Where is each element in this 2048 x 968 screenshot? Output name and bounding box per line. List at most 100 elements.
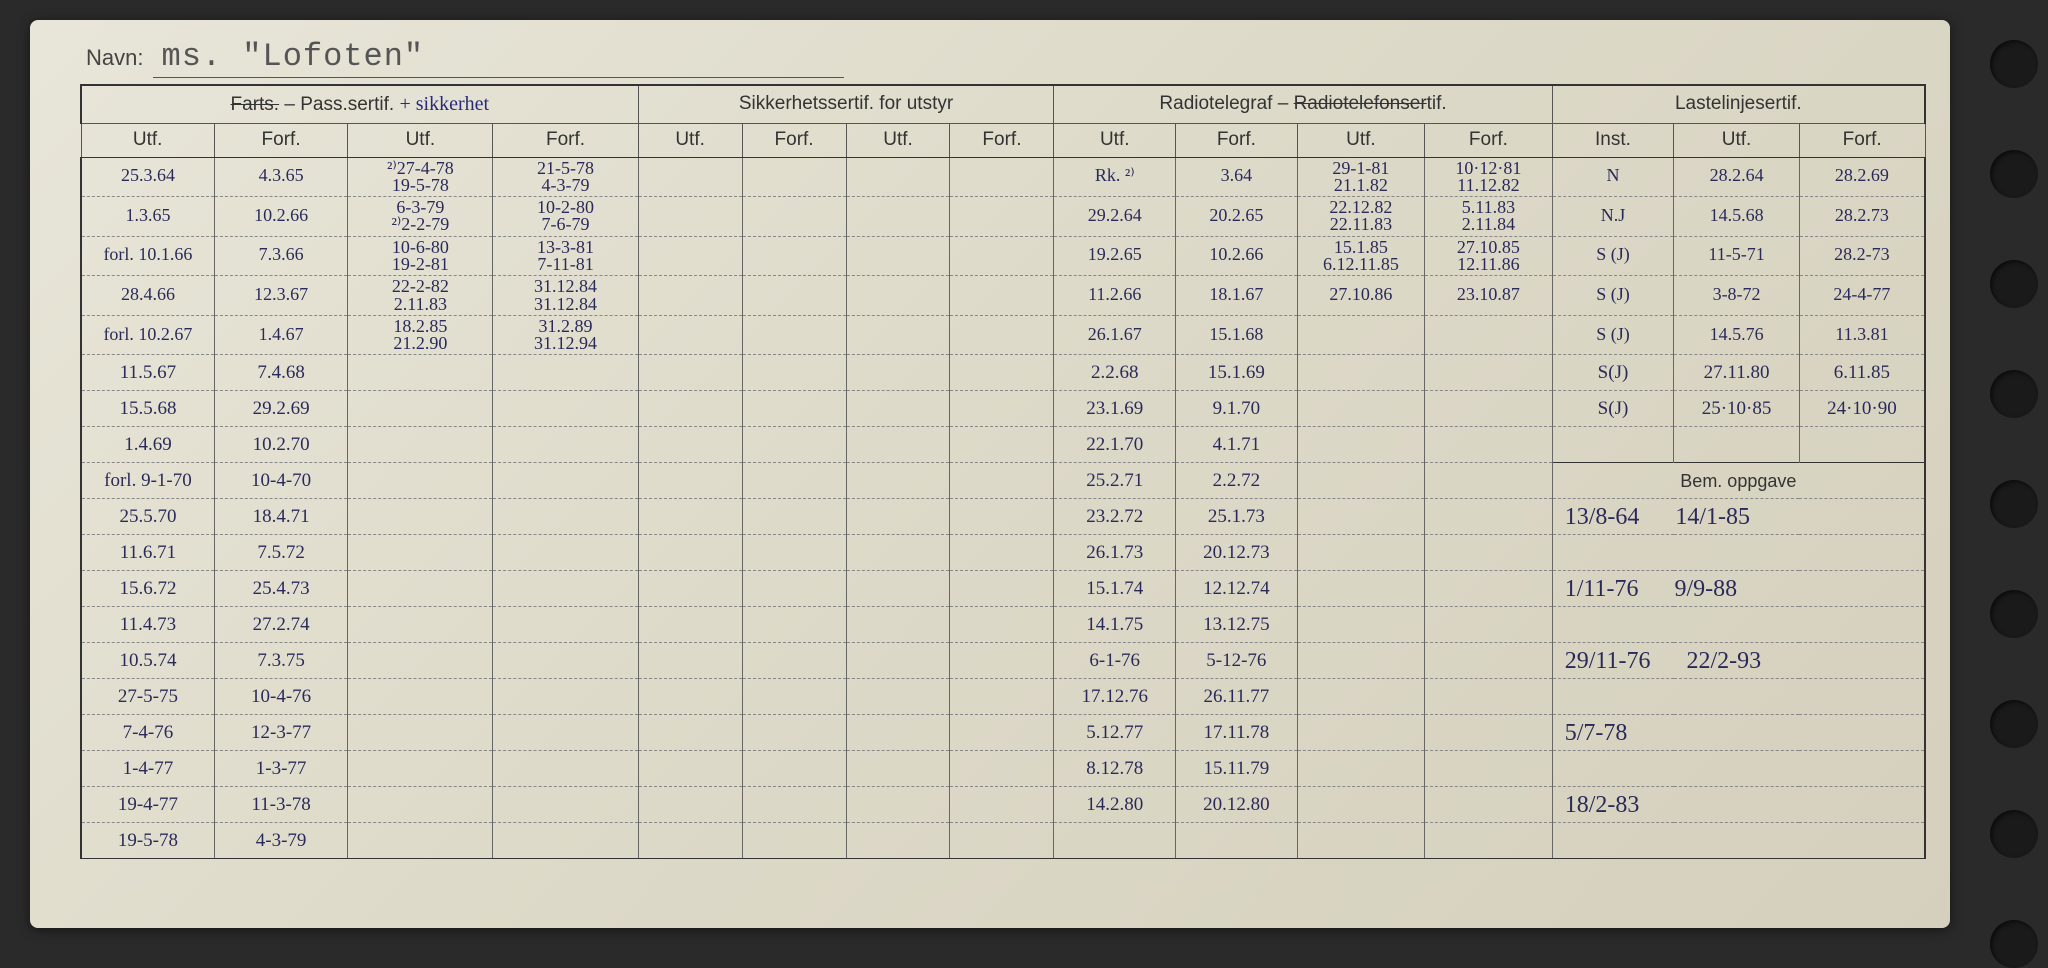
cell (846, 391, 950, 427)
cell (950, 715, 1054, 751)
cell: 4.3.65 (214, 157, 347, 197)
sub-inst: Inst. (1552, 123, 1674, 157)
bem-cell: 13/8-64 14/1-85 (1552, 499, 1925, 535)
cell (846, 197, 950, 237)
cell: 20.2.65 (1176, 197, 1298, 237)
cell (846, 463, 950, 499)
cell (638, 197, 742, 237)
cell (638, 463, 742, 499)
cell (1799, 427, 1925, 463)
cell (950, 463, 1054, 499)
cell: 5.12.77 (1054, 715, 1176, 751)
cell (1297, 391, 1425, 427)
name-row: Navn: ms. "Lofoten" (86, 38, 1926, 78)
cell: 18.4.71 (214, 499, 347, 535)
cell: 25·10·85 (1674, 391, 1800, 427)
name-value: ms. "Lofoten" (153, 38, 844, 78)
cell: 24·10·90 (1799, 391, 1925, 427)
cell: 23.10.87 (1425, 276, 1553, 316)
cell: 9.1.70 (1176, 391, 1298, 427)
cell: 28.2.69 (1799, 157, 1925, 197)
cell: 25.4.73 (214, 571, 347, 607)
cell (950, 197, 1054, 237)
cell: 1-4-77 (81, 751, 214, 787)
cell (950, 276, 1054, 316)
cell: S (J) (1552, 236, 1674, 276)
cell (742, 157, 846, 197)
cell (846, 751, 950, 787)
cell (493, 787, 638, 823)
cell (638, 787, 742, 823)
cell (1297, 463, 1425, 499)
cell: 10-6-8019-2-81 (348, 236, 493, 276)
table-row: 11.6.717.5.7226.1.7320.12.73 (81, 535, 1925, 571)
cell: S(J) (1552, 355, 1674, 391)
cell (846, 499, 950, 535)
cell (742, 355, 846, 391)
cell: 27.11.80 (1674, 355, 1800, 391)
cell: 14.2.80 (1054, 787, 1176, 823)
cell (1297, 751, 1425, 787)
cell (1297, 355, 1425, 391)
cell: 29-1-8121.1.82 (1297, 157, 1425, 197)
cell: 6.11.85 (1799, 355, 1925, 391)
cell (493, 463, 638, 499)
cell: 28.4.66 (81, 276, 214, 316)
cell (638, 751, 742, 787)
cell (950, 355, 1054, 391)
cell (742, 571, 846, 607)
cell (846, 787, 950, 823)
cell: N.J (1552, 197, 1674, 237)
subheader-row: Utf. Forf. Utf. Forf. Utf. Forf. Utf. Fo… (81, 123, 1925, 157)
cell (950, 157, 1054, 197)
cell: 8.12.78 (1054, 751, 1176, 787)
sub-utf: Utf. (846, 123, 950, 157)
cell (1425, 643, 1553, 679)
cell (846, 535, 950, 571)
bem-cell (1552, 751, 1925, 787)
cell: 28.2.73 (1799, 197, 1925, 237)
cell (742, 236, 846, 276)
bem-cell (1552, 535, 1925, 571)
cell: ²⁾27-4-7819-5-78 (348, 157, 493, 197)
cell (1425, 355, 1553, 391)
sub-forf: Forf. (1176, 123, 1298, 157)
cell (846, 823, 950, 859)
cell: 10.5.74 (81, 643, 214, 679)
cell (1425, 391, 1553, 427)
hole-icon (1990, 40, 2038, 88)
cell: 7.5.72 (214, 535, 347, 571)
cell (348, 535, 493, 571)
header-sikkerhet: Sikkerhetssertif. for utstyr (638, 85, 1054, 123)
cell (1425, 787, 1553, 823)
cell: 1.4.69 (81, 427, 214, 463)
cell (493, 571, 638, 607)
certificate-table: Farts. – Pass.sertif. + sikkerhet Sikker… (80, 84, 1926, 859)
cell: N (1552, 157, 1674, 197)
cell (742, 787, 846, 823)
cell: 25.5.70 (81, 499, 214, 535)
cell: 11.5.67 (81, 355, 214, 391)
cell: 13-3-817-11-81 (493, 236, 638, 276)
cell: 20.12.73 (1176, 535, 1298, 571)
cell (1425, 751, 1553, 787)
cell: 5-12-76 (1176, 643, 1298, 679)
table-row: forl. 10.1.667.3.6610-6-8019-2-8113-3-81… (81, 236, 1925, 276)
cell: 26.11.77 (1176, 679, 1298, 715)
cell: 23.1.69 (1054, 391, 1176, 427)
cell (1297, 499, 1425, 535)
cell: 31.2.8931.12.94 (493, 315, 638, 355)
cell (1674, 427, 1800, 463)
cell (348, 679, 493, 715)
cell: S(J) (1552, 391, 1674, 427)
sub-utf: Utf. (81, 123, 214, 157)
cell (846, 715, 950, 751)
cell (348, 355, 493, 391)
cell: 7-4-76 (81, 715, 214, 751)
cell: 11.3.81 (1799, 315, 1925, 355)
cell: 31.12.8431.12.84 (493, 276, 638, 316)
cell (742, 315, 846, 355)
cell: 15.1.74 (1054, 571, 1176, 607)
cell: 22.1.70 (1054, 427, 1176, 463)
cell: 19-4-77 (81, 787, 214, 823)
